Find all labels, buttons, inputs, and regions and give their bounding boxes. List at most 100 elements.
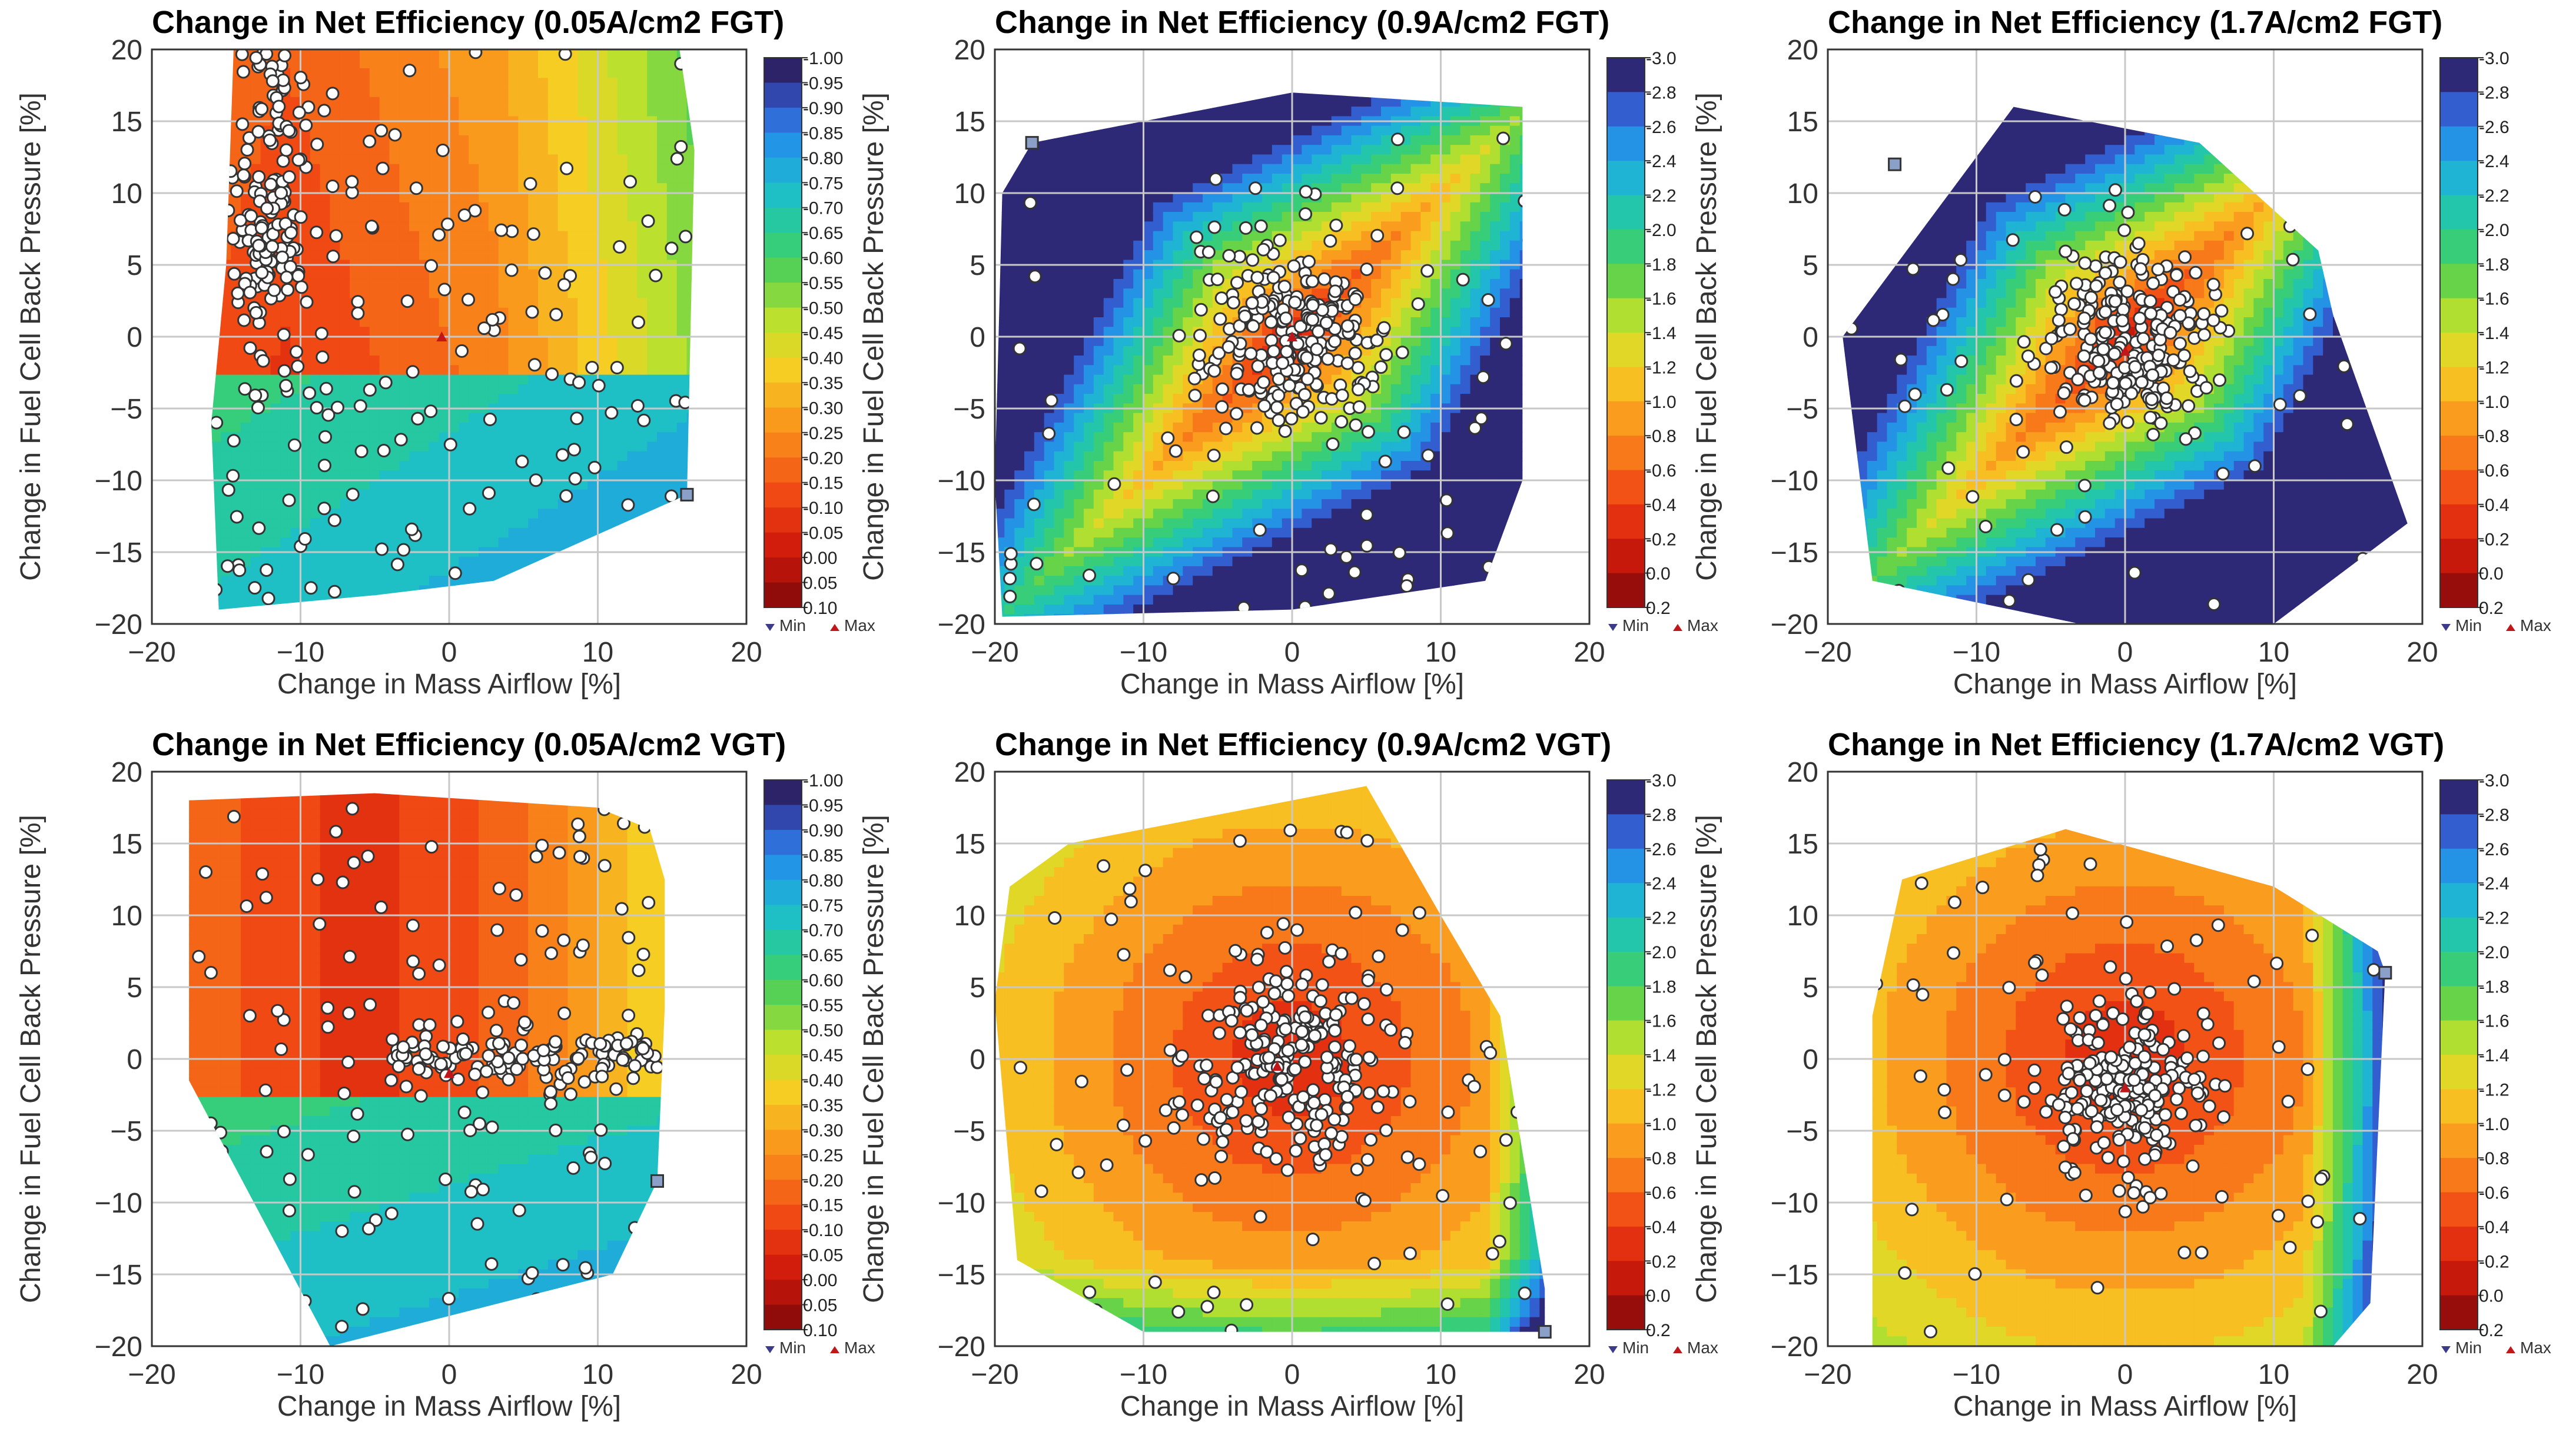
contour-cell	[221, 585, 232, 596]
contour-cell	[449, 480, 460, 490]
contour-cell	[270, 499, 281, 510]
contour-cell	[181, 423, 192, 433]
contour-cell	[181, 480, 192, 490]
contour-cell	[547, 336, 559, 347]
contour-cell	[1034, 451, 1045, 461]
contour-cell	[369, 278, 380, 290]
contour-cell	[1044, 614, 1055, 617]
contour-cell	[191, 68, 202, 78]
contour-cell	[1024, 356, 1035, 366]
contour-cell	[1044, 135, 1055, 146]
contour-cell	[676, 605, 688, 610]
sample-point	[632, 316, 645, 329]
contour-cell	[647, 365, 658, 376]
contour-cell	[330, 422, 341, 433]
contour-cell	[736, 241, 747, 251]
contour-cell	[419, 145, 430, 155]
contour-cell	[1064, 470, 1075, 481]
contour-cell	[300, 183, 311, 194]
contour-cell	[1064, 183, 1075, 194]
contour-cell	[1064, 192, 1075, 203]
contour-cell	[399, 49, 410, 59]
colorbar-tick-label: -0.50	[803, 299, 843, 318]
contour-cell	[171, 327, 182, 337]
contour-cell	[211, 614, 222, 624]
contour-cell	[607, 518, 618, 529]
contour-cell	[171, 202, 182, 212]
contour-cell	[627, 585, 638, 596]
contour-cell	[557, 135, 569, 146]
contour-cell	[161, 231, 172, 241]
contour-cell	[1084, 336, 1094, 347]
contour-cell	[1143, 49, 1154, 59]
contour-cell	[1074, 432, 1084, 443]
contour-cell	[399, 317, 410, 328]
contour-cell	[1034, 231, 1045, 241]
sample-point	[351, 295, 365, 309]
contour-cell	[577, 78, 589, 88]
contour-cell	[637, 605, 648, 610]
contour-cell	[221, 384, 232, 395]
contour-cell	[577, 278, 589, 290]
contour-cell	[488, 537, 499, 548]
contour-cell	[439, 394, 450, 404]
contour-cell	[211, 518, 222, 529]
contour-cell	[1044, 68, 1055, 78]
contour-cell	[1113, 489, 1124, 500]
contour-cell	[161, 605, 172, 615]
contour-cell	[498, 461, 509, 471]
contour-cell	[1024, 461, 1035, 471]
contour-cell	[409, 595, 420, 605]
contour-cell	[488, 250, 499, 261]
contour-cell	[1113, 317, 1124, 328]
contour-cell	[726, 470, 737, 480]
contour-cell	[1093, 413, 1104, 423]
contour-cell	[290, 566, 301, 577]
contour-cell	[171, 614, 182, 624]
contour-cell	[666, 441, 678, 452]
sample-point	[516, 574, 530, 589]
contour-cell	[716, 595, 727, 605]
contour-cell	[1113, 527, 1124, 539]
contour-cell	[1064, 78, 1074, 88]
contour-cell	[1093, 451, 1104, 461]
contour-cell	[399, 87, 410, 98]
contour-cell	[508, 288, 519, 299]
contour-cell	[211, 480, 222, 490]
contour-cell	[557, 384, 569, 395]
contour-cell	[1054, 68, 1065, 78]
contour-cell	[1093, 174, 1104, 184]
contour-cell	[211, 78, 222, 88]
contour-cell	[577, 298, 589, 308]
contour-cell	[1093, 327, 1104, 337]
sample-point	[390, 557, 404, 572]
contour-cell	[419, 125, 430, 136]
contour-cell	[617, 585, 628, 596]
contour-cell	[676, 518, 688, 529]
contour-cell	[1074, 356, 1084, 366]
contour-cell	[518, 480, 529, 490]
sample-point	[621, 498, 635, 512]
contour-cell	[449, 537, 460, 548]
contour-cell	[290, 470, 301, 481]
contour-cell	[340, 595, 351, 605]
contour-cell	[1034, 614, 1045, 617]
contour-cell	[1093, 97, 1104, 108]
contour-cell	[350, 107, 360, 117]
contour-cell	[399, 212, 410, 222]
contour-cell	[597, 509, 608, 519]
contour-cell	[369, 595, 380, 605]
contour-cell	[1093, 212, 1104, 222]
contour-cell	[547, 556, 559, 567]
contour-cell	[181, 441, 192, 451]
contour-cell	[360, 68, 370, 79]
contour-cell	[330, 221, 341, 232]
contour-cell	[310, 374, 321, 385]
contour-cell	[161, 423, 172, 433]
contour-cell	[498, 566, 509, 577]
contour-cell	[736, 317, 747, 327]
sample-point	[292, 105, 306, 119]
contour-cell	[1014, 327, 1025, 337]
contour-cell	[449, 595, 460, 605]
contour-cell	[577, 68, 589, 79]
